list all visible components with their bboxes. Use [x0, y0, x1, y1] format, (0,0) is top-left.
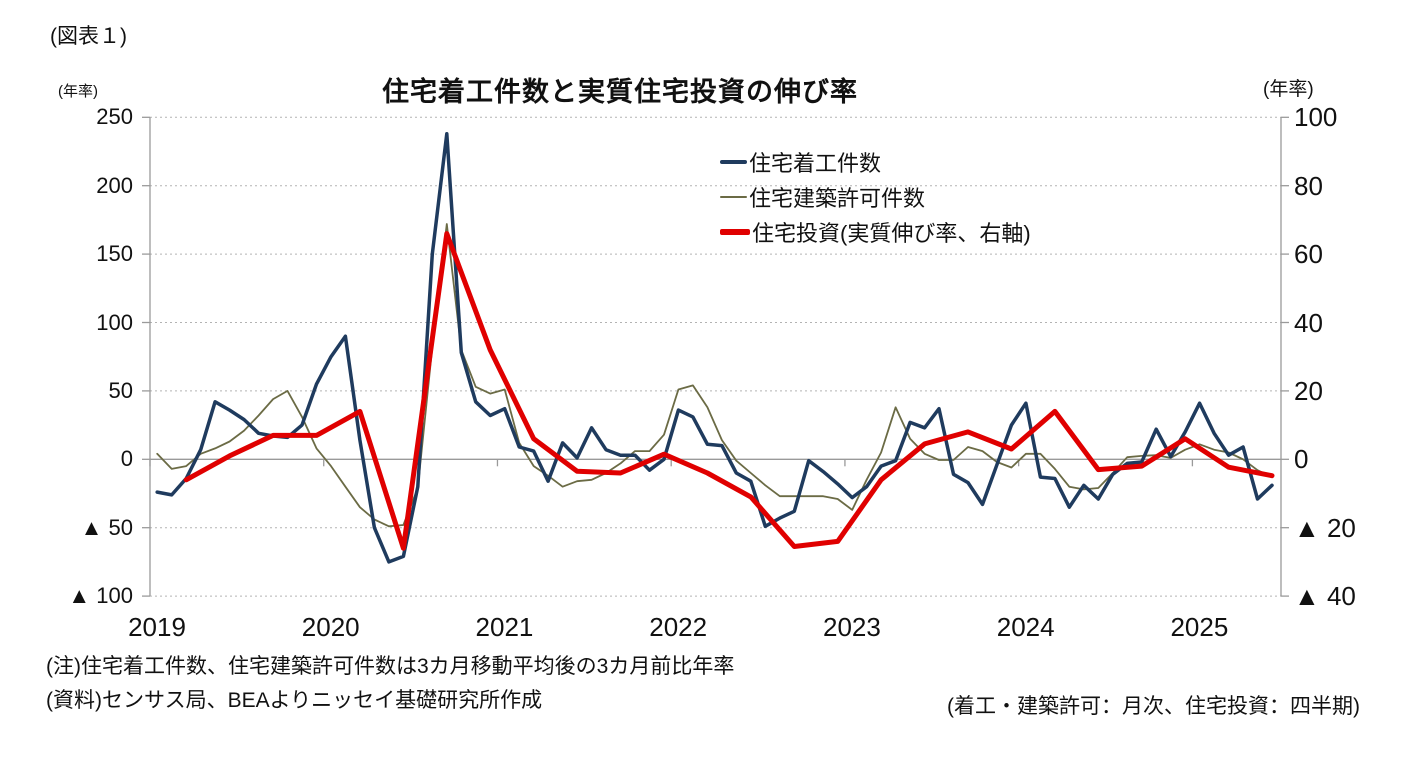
right-axis-tick-label: 40	[1294, 307, 1323, 338]
left-axis-tick-label: 0	[120, 446, 133, 472]
right-axis-tick-label: 0	[1294, 444, 1309, 475]
legend-label-housing-starts: 住宅着工件数	[749, 151, 882, 176]
legend-line-swatch-housing-starts	[720, 160, 747, 164]
series-line-housing-investment	[183, 231, 1275, 551]
right-axis-tick-label: 80	[1294, 170, 1323, 201]
legend-line-swatch-building-permits	[720, 196, 747, 198]
left-axis-tick-label: 250	[96, 104, 133, 130]
right-axis-tick-label: 20	[1294, 375, 1323, 406]
x-axis-year-label: 2019	[128, 612, 186, 642]
footnote-frequency: (着工・建築許可：月次、住宅投資：四半期)	[947, 695, 1360, 718]
footnote-source: (資料)センサス局、BEAよりニッセイ基礎研究所作成	[46, 689, 543, 712]
chart-legend: 住宅着工件数住宅建築許可件数住宅投資(実質伸び率、右軸)	[720, 148, 1031, 246]
chart-title: 住宅着工件数と実質住宅投資の伸び率	[382, 77, 858, 107]
legend-item-housing-investment: 住宅投資(実質伸び率、右軸)	[720, 218, 1031, 246]
legend-line-swatch-housing-investment	[720, 229, 750, 235]
left-axis-tick-label: ▲ 50	[80, 514, 133, 540]
left-axis-tick-label: ▲ 100	[68, 583, 133, 609]
figure-label: (図表１)	[50, 25, 127, 48]
series-line-housing-starts	[155, 131, 1274, 564]
x-axis-year-label: 2022	[649, 612, 708, 642]
x-axis-year-label: 2024	[996, 612, 1055, 642]
x-axis-year-label: 2023	[823, 612, 881, 642]
x-axis-year-label: 2025	[1170, 612, 1229, 642]
left-axis-tick-label: 50	[108, 377, 133, 403]
right-axis-unit-label: (年率)	[1263, 79, 1314, 100]
left-axis-tick-label: 200	[96, 172, 133, 198]
left-axis-unit-label: (年率)	[58, 83, 98, 100]
legend-item-housing-starts: 住宅着工件数	[720, 148, 1031, 176]
series-line-building-permits	[156, 223, 1273, 528]
x-axis-year-label: 2021	[475, 612, 534, 642]
right-axis-tick-label: ▲ 20	[1294, 512, 1356, 543]
right-axis-tick-label: 100	[1294, 102, 1338, 133]
legend-label-housing-investment: 住宅投資(実質伸び率、右軸)	[752, 221, 1031, 246]
right-axis-tick-label: 60	[1294, 239, 1323, 270]
legend-label-building-permits: 住宅建築許可件数	[749, 186, 926, 211]
left-axis-tick-label: 100	[96, 309, 133, 335]
x-axis-year-label: 2020	[301, 612, 360, 642]
legend-item-building-permits: 住宅建築許可件数	[720, 183, 1031, 211]
right-axis-tick-label: ▲ 40	[1294, 581, 1356, 612]
left-axis-tick-label: 150	[96, 241, 133, 267]
footnote-method: (注)住宅着工件数、住宅建築許可件数は3カ月移動平均後の3カ月前比年率	[46, 655, 735, 678]
